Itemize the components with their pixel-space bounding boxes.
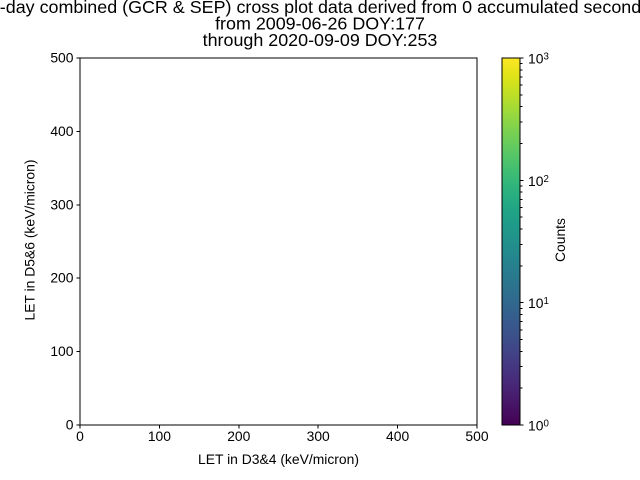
svg-text:300: 300 [307,428,330,444]
svg-text:500: 500 [50,50,73,66]
svg-text:Counts: Counts [552,218,568,262]
svg-text:200: 200 [227,428,250,444]
svg-text:103: 103 [528,51,549,67]
svg-text:101: 101 [528,295,549,311]
svg-text:400: 400 [386,428,409,444]
svg-text:100: 100 [528,418,549,434]
svg-text:LET in D5&6 (keV/micron): LET in D5&6 (keV/micron) [22,160,38,321]
svg-text:0: 0 [66,417,74,433]
svg-text:300: 300 [50,196,73,212]
svg-text:0: 0 [76,428,84,444]
svg-text:LET in D3&4 (keV/micron): LET in D3&4 (keV/micron) [198,451,359,467]
svg-text:200: 200 [50,270,73,286]
svg-text:500: 500 [465,428,488,444]
svg-text:102: 102 [528,173,549,189]
svg-text:100: 100 [148,428,171,444]
svg-text:400: 400 [50,123,73,139]
svg-text:through 2020-09-09 DOY:253: through 2020-09-09 DOY:253 [203,30,438,50]
svg-text:100: 100 [50,343,73,359]
